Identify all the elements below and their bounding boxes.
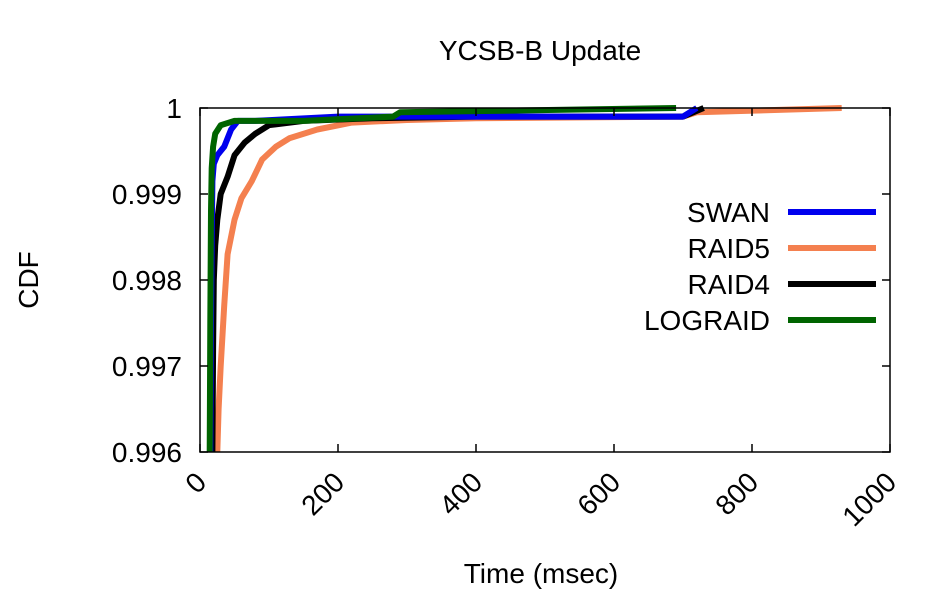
x-axis-label: Time (msec) [464,558,619,589]
y-tick-label: 0.998 [112,265,182,296]
legend-label-lograid: LOGRAID [644,305,770,336]
y-tick-label: 0.997 [112,351,182,382]
x-tick-label: 600 [571,466,626,521]
x-tick-label: 0 [179,466,212,499]
plot-lines [206,105,842,453]
x-tick-label: 400 [433,466,488,521]
y-tick-label: 1 [166,93,182,124]
y-axis-label: CDF [13,251,44,309]
series-line-raid4 [209,105,705,453]
x-tick-label: 800 [709,466,764,521]
y-axis-ticks: 0.996 0.997 0.998 0.999 1 [112,93,890,468]
plot-frame [199,107,891,453]
x-tick-label: 1000 [836,466,902,532]
chart-title: YCSB-B Update [439,35,641,66]
y-tick-label: 0.996 [112,437,182,468]
y-tick-label: 0.999 [112,179,182,210]
legend: SWAN RAID5 RAID4 LOGRAID [644,197,876,336]
x-tick-label: 200 [295,466,350,521]
legend-label-raid5: RAID5 [688,233,770,264]
legend-label-raid4: RAID4 [688,269,770,300]
series-line-swan [207,105,699,453]
legend-label-swan: SWAN [687,197,770,228]
series-line-lograid [206,105,677,453]
